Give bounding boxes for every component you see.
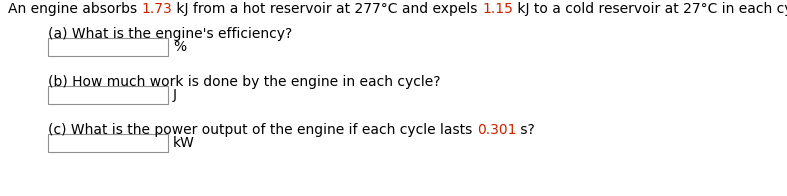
Text: (c) What is the power output of the engine if each cycle lasts: (c) What is the power output of the engi… xyxy=(48,123,477,137)
Bar xyxy=(48,38,168,56)
Text: 1.73: 1.73 xyxy=(142,2,172,16)
Text: kJ from a hot reservoir at 277°C and expels: kJ from a hot reservoir at 277°C and exp… xyxy=(172,2,482,16)
Text: (b) How much work is done by the engine in each cycle?: (b) How much work is done by the engine … xyxy=(48,75,441,89)
Text: 0.301: 0.301 xyxy=(477,123,516,137)
Bar xyxy=(48,86,168,104)
Text: kW: kW xyxy=(173,136,195,150)
Text: s?: s? xyxy=(516,123,535,137)
Text: 1.15: 1.15 xyxy=(482,2,513,16)
Text: An engine absorbs: An engine absorbs xyxy=(8,2,142,16)
Text: %: % xyxy=(173,40,186,54)
Text: J: J xyxy=(173,88,177,102)
Text: kJ to a cold reservoir at 27°C in each cycle.: kJ to a cold reservoir at 27°C in each c… xyxy=(513,2,787,16)
Text: (a) What is the engine's efficiency?: (a) What is the engine's efficiency? xyxy=(48,27,292,41)
Bar xyxy=(48,134,168,152)
